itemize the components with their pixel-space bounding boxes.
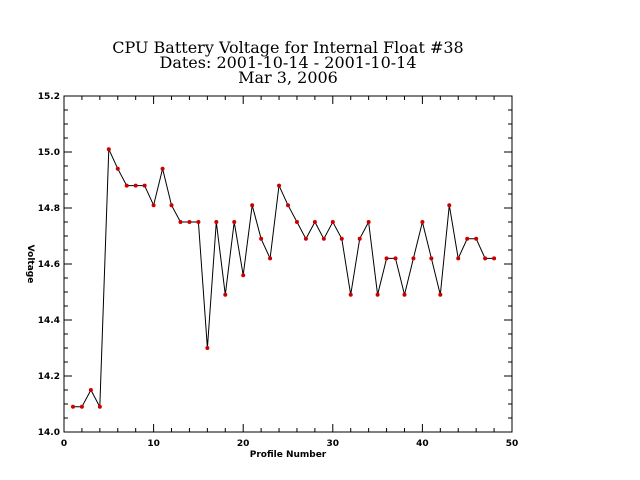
data-point (483, 256, 488, 261)
data-point (97, 404, 102, 409)
series-line (73, 148, 495, 409)
data-point (339, 236, 344, 241)
data-point (277, 183, 282, 188)
y-tick-labels: 14.0 14.2 14.4 14.6 14.8 15.0 15.2 (38, 92, 60, 438)
data-point (286, 203, 290, 208)
y-axis-title: Voltage (25, 245, 35, 284)
x-tick-label: 20 (237, 439, 250, 449)
data-point (241, 273, 246, 278)
plot-frame (63, 95, 513, 433)
data-point (411, 256, 416, 261)
x-axis-title: Profile Number (250, 450, 327, 460)
y-tick-label: 15.0 (38, 148, 60, 158)
x-tick-label: 40 (416, 439, 429, 449)
data-point (196, 220, 201, 224)
data-point (294, 220, 299, 224)
x-tick-label: 30 (327, 439, 340, 449)
data-point (312, 220, 317, 224)
data-points (70, 147, 497, 409)
data-point (124, 183, 129, 188)
data-point (384, 256, 389, 261)
data-point (169, 203, 174, 208)
data-point (160, 166, 165, 171)
data-point (115, 166, 120, 171)
y-tick-label: 15.2 (38, 92, 60, 102)
data-point (250, 203, 255, 208)
data-point (133, 183, 138, 188)
chart-title-line-1: CPU Battery Voltage for Internal Float #… (112, 38, 463, 57)
data-point (447, 203, 452, 208)
data-point (348, 292, 353, 297)
data-point (259, 236, 264, 241)
data-point (393, 256, 398, 261)
y-tick-label: 14.8 (38, 204, 60, 214)
data-point (70, 404, 75, 409)
data-point (151, 203, 156, 208)
y-tick-label: 14.2 (38, 372, 60, 382)
data-point (268, 256, 273, 261)
data-point (330, 220, 335, 224)
data-point (88, 388, 93, 392)
data-point (429, 256, 434, 261)
data-point (187, 220, 192, 224)
data-point (214, 220, 219, 224)
x-tick-labels: 0 10 20 30 40 50 (61, 439, 518, 449)
data-point (438, 292, 443, 297)
data-point (375, 292, 380, 297)
data-point (465, 236, 470, 241)
data-point (402, 292, 407, 297)
data-point (142, 183, 147, 188)
data-point (223, 292, 228, 297)
data-point (205, 346, 210, 350)
x-tick-label: 10 (147, 439, 160, 449)
data-point (474, 236, 479, 241)
data-point (106, 147, 111, 152)
data-point (357, 236, 362, 241)
data-point (456, 256, 461, 261)
data-point (303, 236, 308, 241)
data-point (232, 220, 237, 224)
data-point (420, 220, 425, 224)
data-point (321, 236, 326, 241)
data-point (178, 220, 183, 224)
y-tick-label: 14.0 (38, 428, 60, 438)
y-tick-label: 14.6 (38, 260, 60, 270)
axis-ticks (63, 95, 513, 433)
chart-title-line-3: Mar 3, 2006 (238, 68, 338, 87)
data-point (79, 404, 84, 409)
y-tick-label: 14.4 (38, 316, 60, 326)
x-tick-label: 50 (506, 439, 519, 449)
data-point (366, 220, 371, 224)
x-tick-label: 0 (61, 439, 67, 449)
chart-title-line-2: Dates: 2001-10-14 - 2001-10-14 (159, 53, 416, 72)
data-point (492, 256, 497, 261)
